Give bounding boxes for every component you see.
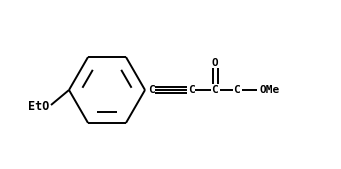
Text: O: O — [212, 58, 218, 68]
Text: C: C — [148, 85, 155, 95]
Text: EtO: EtO — [28, 100, 49, 113]
Text: C: C — [188, 85, 195, 95]
Text: C: C — [234, 85, 240, 95]
Text: C: C — [212, 85, 218, 95]
Text: OMe: OMe — [259, 85, 279, 95]
